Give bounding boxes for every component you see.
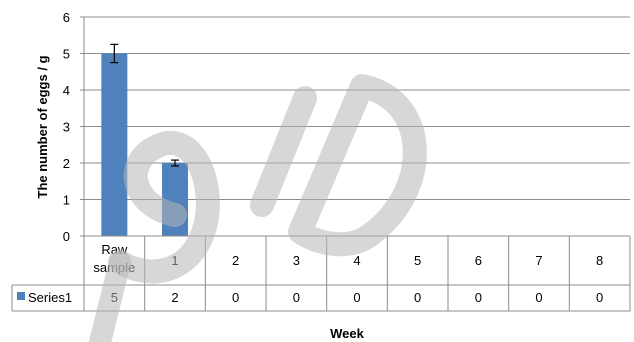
legend-key — [17, 292, 25, 300]
category-label: 4 — [353, 253, 360, 268]
y-tick-label: 1 — [63, 193, 70, 208]
data-value: 0 — [232, 290, 239, 305]
data-value: 0 — [414, 290, 421, 305]
y-tick-label: 0 — [63, 229, 70, 244]
y-axis-ticks: 0 1 2 3 4 5 6 — [63, 10, 70, 244]
category-label: 3 — [293, 253, 300, 268]
category-label: 5 — [414, 253, 421, 268]
legend-label: Series1 — [28, 290, 72, 305]
data-value: 0 — [596, 290, 603, 305]
bars — [101, 53, 188, 236]
y-tick-label: 2 — [63, 156, 70, 171]
category-label: 8 — [596, 253, 603, 268]
y-tick-label: 4 — [63, 83, 70, 98]
category-label: 2 — [232, 253, 239, 268]
y-tick-label: 6 — [63, 10, 70, 25]
data-value: 0 — [293, 290, 300, 305]
x-axis-title: Week — [330, 326, 364, 341]
data-value: 0 — [535, 290, 542, 305]
y-tick-label: 3 — [63, 120, 70, 135]
category-label: 7 — [535, 253, 542, 268]
error-bars — [110, 43, 179, 167]
y-tick-label: 5 — [63, 47, 70, 62]
data-value: 0 — [475, 290, 482, 305]
watermark-logo — [89, 74, 427, 342]
bar — [101, 53, 128, 236]
category-label: 6 — [475, 253, 482, 268]
data-value: 0 — [353, 290, 360, 305]
y-axis-title: The number of eggs / g — [35, 55, 50, 198]
data-value: 2 — [171, 290, 178, 305]
